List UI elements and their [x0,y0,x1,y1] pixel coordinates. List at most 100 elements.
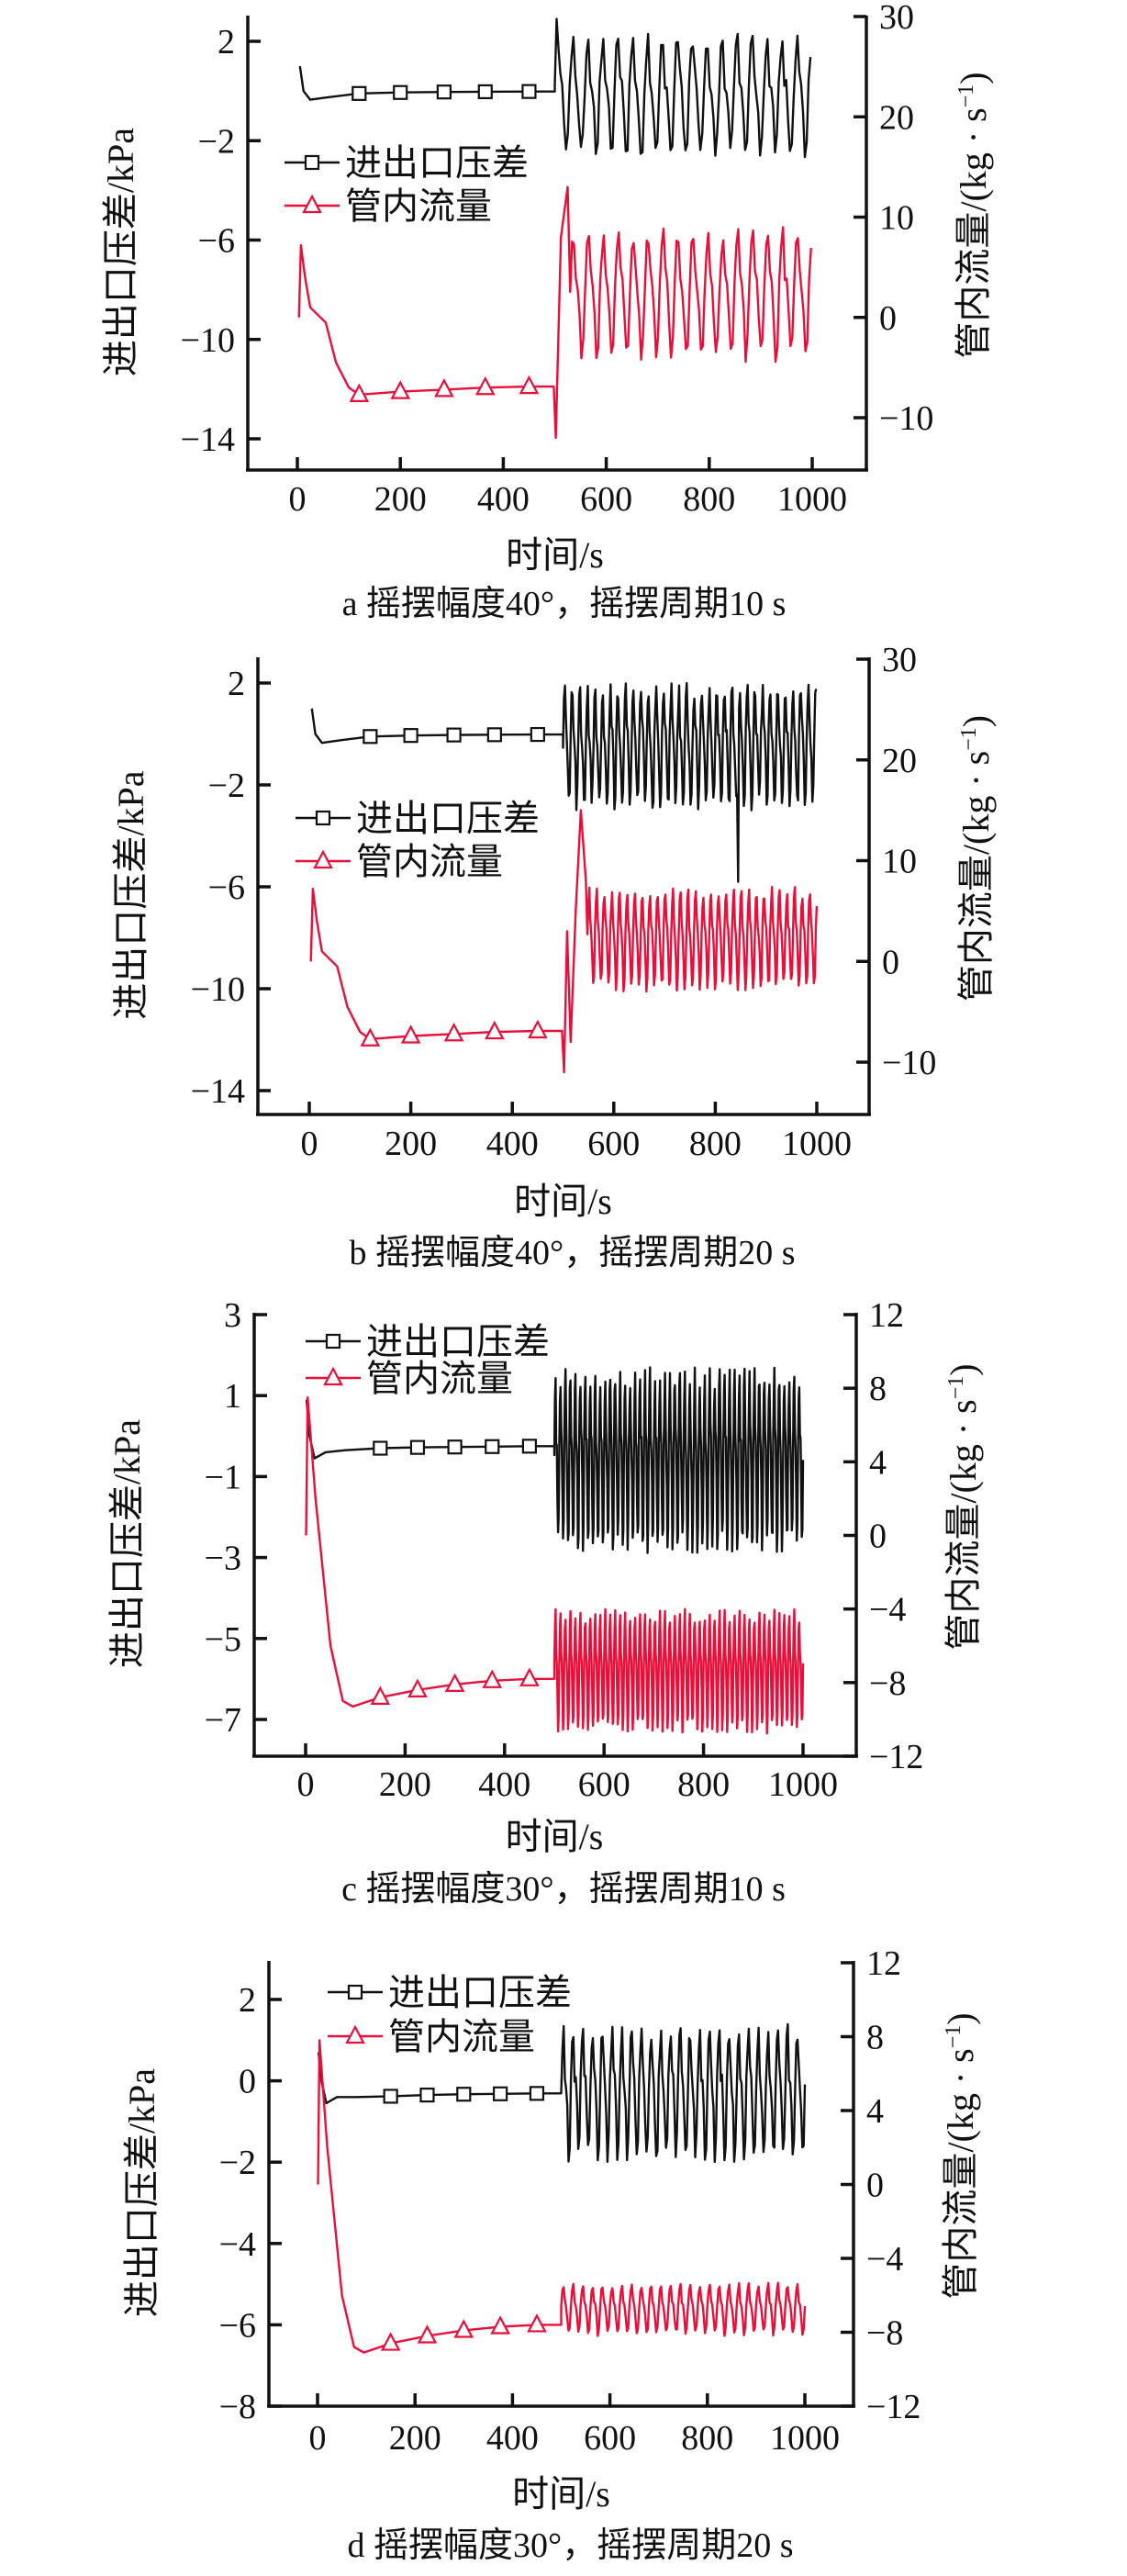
right-axis-title-superscript: −1 [942,2025,965,2049]
flow-triangle-marker [370,1686,391,1705]
right-y-tick-label: 8 [869,1370,887,1408]
x-tick-label: 1000 [770,2419,840,2458]
pressure-square-marker [363,729,378,745]
x-tick-label: 400 [477,480,530,519]
pressure-square-marker [456,2087,472,2102]
flow-triangle-marker [519,1667,540,1686]
right-y-tick-label: 0 [879,299,897,338]
flow-triangle-marker [490,2315,510,2335]
flow-series-line [305,1396,805,1735]
legend-label-pressure: 进出口压差 [388,1972,572,2013]
right-axis-title-main: 管内流量/(kg · s [940,2048,981,2299]
left-y-tick-label: −10 [181,321,235,360]
right-axis-title: 管内流量/(kg · s−1) [943,1363,984,1650]
pressure-square-marker [383,2089,398,2104]
flow-triangle-marker [485,1020,505,1040]
legend-label-pressure: 进出口压差 [345,142,529,184]
right-y-tick-label: 30 [882,641,917,679]
left-y-tick-label: 0 [239,2063,256,2101]
right-y-tick-label: 20 [879,98,914,137]
x-axis-title: 时间/s [514,1181,612,1222]
left-y-tick-label: −7 [205,1701,241,1740]
x-tick-label: 0 [297,1765,315,1804]
right-y-tick-label: −12 [866,2388,921,2426]
panel-caption: a 摇摆幅度40°，摇摆周期10 s [342,585,787,623]
pressure-series-line [317,2022,807,2164]
panel-caption: b 摇摆幅度40°，摇摆周期20 s [350,1234,796,1272]
x-tick-label: 800 [689,1125,742,1163]
right-axis-title: 管内流量/(kg · s−1) [955,715,997,1002]
flow-triangle-marker [380,2332,401,2351]
right-axis-title-superscript: −1 [944,1376,968,1400]
right-y-tick-label: −4 [869,1591,906,1630]
legend-square-marker-icon [315,810,331,826]
pressure-square-marker [419,2088,435,2103]
pressure-square-marker [477,84,493,100]
flow-triangle-marker [482,1669,503,1688]
left-y-tick-label: −6 [219,2306,256,2345]
right-y-tick-label: 12 [869,1296,904,1335]
pressure-square-marker [373,1440,388,1456]
flow-triangle-marker [528,1019,548,1039]
flow-triangle-marker [434,378,454,398]
x-tick-label: 800 [677,1765,730,1804]
flow-triangle-marker [453,2319,474,2338]
x-tick-label: 600 [584,2419,636,2458]
flow-triangle-marker [390,380,411,399]
left-y-tick-label: −10 [191,970,245,1009]
pressure-square-marker [485,1439,500,1454]
chart-panel-d: 0 200 400 600 800 1000 2 0 −2 −4 −6 −8 12 8 4 0 −4 −8 −12 进… [121,1944,981,2565]
x-tick-label: 1000 [768,1765,838,1804]
panel-caption: d 摇摆幅度30°，摇摆周期20 s [348,2526,794,2565]
right-y-tick-label: 12 [866,1944,901,1983]
left-y-tick-label: −3 [205,1540,241,1578]
flow-triangle-marker [443,1022,464,1042]
right-axis-title: 管内流量/(kg · s−1) [940,2012,981,2299]
left-axis-title: 进出口压差/kPa [121,2068,162,2317]
pressure-square-marker [493,2086,508,2101]
left-y-tick-label: −5 [205,1620,241,1659]
left-y-tick-label: −14 [191,1072,245,1111]
right-y-tick-label: 30 [879,0,914,37]
legend-label-pressure: 进出口压差 [356,798,540,839]
right-axis-title: 管内流量/(kg · s−1) [953,72,994,358]
legend-triangle-marker-icon [345,2024,365,2044]
x-tick-label: 400 [486,2419,539,2458]
pressure-square-marker [446,727,462,743]
chart-panel-a: 0 200 400 600 800 1000 2 −2 −6 −10 −14 30 20 10 0 −10 进出… [100,0,994,623]
pressure-series-line [310,681,818,883]
x-tick-label: 600 [578,1765,630,1804]
right-y-tick-label: 0 [882,943,899,981]
pressure-square-marker [530,726,545,743]
pressure-square-marker [486,727,502,743]
right-y-tick-label: 20 [882,742,917,780]
right-y-tick-label: 10 [879,199,914,238]
legend-square-marker-icon [304,154,320,171]
x-axis-title: 时间/s [512,2473,610,2514]
left-y-tick-label: −8 [219,2388,256,2426]
x-axis-title: 时间/s [506,1816,604,1857]
chart-panel-b: 0 200 400 600 800 1000 2 −2 −6 −10 −14 30 20 10 0 −10 进出… [110,641,997,1272]
right-y-tick-label: −8 [866,2314,903,2353]
x-tick-label: 1000 [777,480,847,519]
legend-triangle-marker-icon [302,194,322,214]
x-tick-label: 0 [289,480,307,519]
pressure-square-marker [409,1439,426,1455]
left-y-tick-label: −4 [219,2225,256,2264]
x-tick-label: 200 [374,480,427,519]
left-axis-title: 进出口压差/kPa [106,1419,148,1668]
right-axis-title-main: 管内流量/(kg · s [953,107,994,358]
x-tick-label: 600 [587,1125,640,1163]
flow-triangle-marker [417,2324,438,2344]
chart-panel-c: 0 200 400 600 800 1000 3 1 −1 −3 −5 −7 12 8 4 0 −4 −8 −12 进… [106,1296,984,1909]
flow-triangle-marker [519,375,540,395]
right-axis-title-close: ) [943,1363,984,1375]
left-y-tick-label: −2 [219,2144,256,2182]
x-tick-label: 400 [478,1765,530,1804]
right-axis-title-close: ) [953,72,994,84]
pressure-square-marker [351,85,367,101]
x-tick-label: 800 [681,2419,733,2458]
flow-triangle-marker [360,1027,381,1047]
